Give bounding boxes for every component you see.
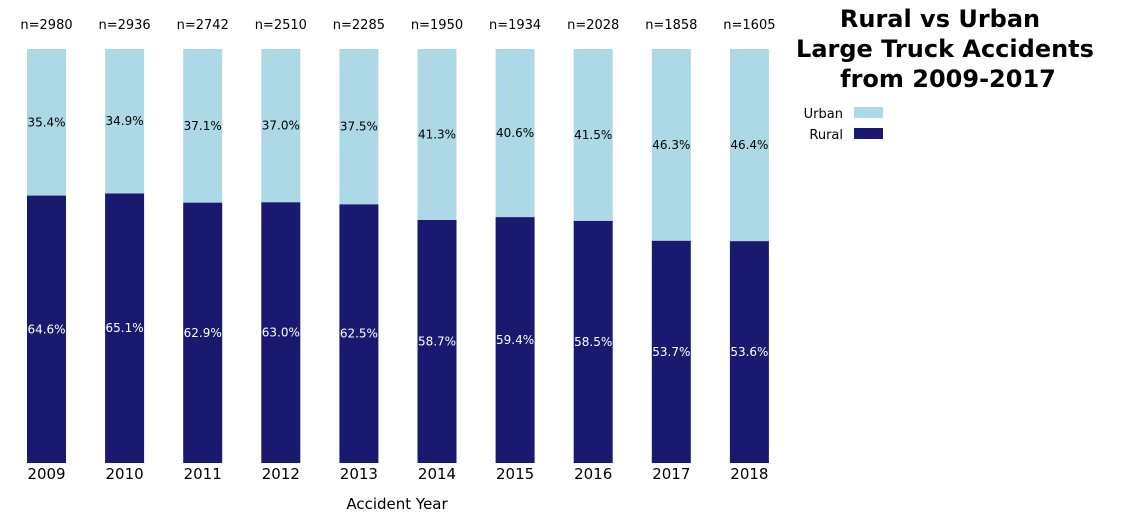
bar-urban-2011 — [183, 49, 223, 203]
count-label-2017: n=1858 — [645, 18, 697, 33]
bar-urban-2017 — [651, 49, 691, 241]
bar-urban-2012 — [261, 49, 301, 203]
x-tick-label-2011: 2011 — [184, 465, 222, 483]
x-tick-label-2013: 2013 — [340, 465, 378, 483]
count-label-2010: n=2936 — [98, 18, 150, 33]
chart-title-line-3: from 2009-2017 — [840, 65, 1056, 93]
data-label-urban-2009: 35.4% — [27, 115, 65, 129]
x-axis-title: Accident Year — [346, 495, 448, 513]
data-label-rural-2016: 58.5% — [574, 335, 612, 349]
x-tick-label-2018: 2018 — [730, 465, 768, 483]
chart-title-line-2: Large Truck Accidents — [796, 35, 1094, 63]
count-label-2015: n=1934 — [489, 18, 541, 33]
legend-swatch-rural — [854, 128, 883, 139]
legend-label-rural: Rural — [809, 128, 843, 143]
bar-rural-2010 — [105, 193, 145, 463]
bar-rural-2009 — [27, 195, 66, 463]
bars-layer — [27, 49, 769, 463]
bar-urban-2009 — [27, 49, 66, 196]
count-label-2014: n=1950 — [411, 18, 463, 33]
bar-rural-2014 — [417, 219, 457, 463]
data-label-urban-2018: 46.4% — [730, 138, 768, 152]
labels-layer: 64.6% 35.4% n=2980 2009 65.1% 34.9% n=2936 2010… — [20, 18, 775, 483]
data-label-urban-2014: 41.3% — [418, 127, 456, 141]
data-label-rural-2013: 62.5% — [340, 327, 378, 341]
bar-rural-2017 — [651, 240, 691, 463]
chart-title: Rural vs Urban Large Truck Accidents fro… — [796, 5, 1094, 93]
data-label-rural-2009: 64.6% — [27, 322, 65, 336]
bar-urban-2014 — [417, 49, 457, 220]
bar-urban-2016 — [573, 49, 613, 221]
count-label-2013: n=2285 — [333, 18, 385, 33]
x-tick-label-2016: 2016 — [574, 465, 612, 483]
bar-urban-2018 — [729, 49, 769, 242]
legend-label-urban: Urban — [804, 107, 843, 122]
bar-rural-2012 — [261, 202, 301, 463]
count-label-2018: n=1605 — [723, 18, 775, 33]
x-tick-label-2012: 2012 — [262, 465, 300, 483]
data-label-urban-2012: 37.0% — [262, 119, 300, 133]
bar-urban-2010 — [105, 49, 145, 194]
bar-urban-2013 — [339, 49, 379, 205]
count-label-2016: n=2028 — [567, 18, 619, 33]
bar-urban-2015 — [495, 49, 535, 218]
count-label-2011: n=2742 — [177, 18, 229, 33]
x-tick-label-2015: 2015 — [496, 465, 534, 483]
bar-rural-2018 — [729, 241, 769, 463]
x-tick-label-2017: 2017 — [652, 465, 690, 483]
data-label-urban-2017: 46.3% — [652, 138, 690, 152]
data-label-rural-2012: 63.0% — [262, 326, 300, 340]
count-label-2012: n=2510 — [255, 18, 307, 33]
data-label-urban-2013: 37.5% — [340, 120, 378, 134]
data-label-rural-2017: 53.7% — [652, 345, 690, 359]
data-label-rural-2018: 53.6% — [730, 345, 768, 359]
bar-rural-2015 — [495, 217, 535, 463]
x-tick-label-2014: 2014 — [418, 465, 456, 483]
data-label-urban-2015: 40.6% — [496, 126, 534, 140]
data-label-rural-2011: 62.9% — [184, 326, 222, 340]
data-label-urban-2010: 34.9% — [106, 114, 144, 128]
count-label-2009: n=2980 — [20, 18, 72, 33]
data-label-rural-2010: 65.1% — [106, 321, 144, 335]
data-label-rural-2015: 59.4% — [496, 333, 534, 347]
legend-swatch-urban — [854, 107, 883, 118]
bar-rural-2013 — [339, 204, 379, 463]
data-label-rural-2014: 58.7% — [418, 334, 456, 348]
bar-rural-2016 — [573, 220, 613, 463]
chart-title-line-1: Rural vs Urban — [840, 5, 1040, 33]
data-label-urban-2016: 41.5% — [574, 128, 612, 142]
x-tick-label-2009: 2009 — [27, 465, 65, 483]
data-label-urban-2011: 37.1% — [184, 119, 222, 133]
x-tick-label-2010: 2010 — [106, 465, 144, 483]
legend: Urban Rural — [804, 107, 883, 143]
bar-rural-2011 — [183, 202, 223, 463]
